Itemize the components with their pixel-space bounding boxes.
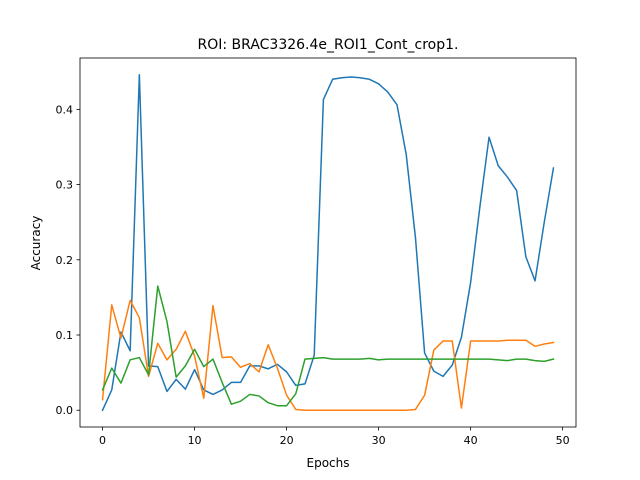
x-tick-label: 50: [556, 434, 570, 447]
x-axis-label: Epochs: [307, 456, 350, 470]
x-tick-label: 0: [99, 434, 106, 447]
y-tick-label: 0.4: [56, 103, 74, 116]
series-line-3: [101, 285, 555, 407]
series-line-2: [101, 299, 555, 411]
plot-frame: [79, 57, 577, 428]
axes-layer: 0 10 20 30 40 50 0.0 0.1 0.2 0.3 0.4: [56, 57, 577, 447]
y-tick-label: 0.2: [56, 254, 74, 267]
y-axis-label: Accuracy: [29, 216, 43, 271]
y-tick-label: 0.1: [56, 329, 74, 342]
series-layer: [101, 74, 555, 412]
y-tick-label: 0.3: [56, 179, 74, 192]
x-tick-label: 40: [464, 434, 478, 447]
series-line-1: [101, 74, 555, 412]
x-tick-label: 30: [372, 434, 386, 447]
y-tick-label: 0.0: [56, 404, 74, 417]
x-tick-label: 10: [188, 434, 202, 447]
x-tick-label: 20: [280, 434, 294, 447]
chart-title: ROI: BRAC3326.4e_ROI1_Cont_crop1.: [198, 37, 459, 53]
